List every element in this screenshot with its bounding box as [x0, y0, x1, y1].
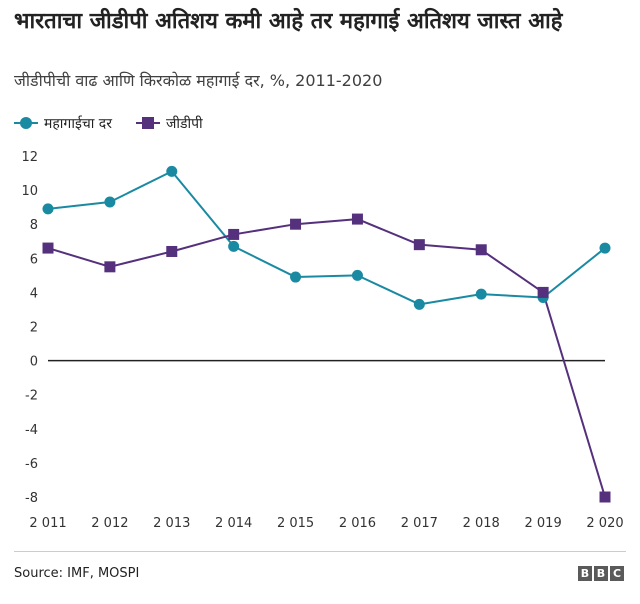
data-point-inflation	[475, 288, 487, 300]
legend-item-inflation: महागाईचा दर	[14, 114, 112, 133]
legend: महागाईचा दर जीडीपी	[14, 111, 227, 135]
x-tick-label: 2 017	[401, 516, 438, 531]
legend-item-gdp: जीडीपी	[135, 114, 203, 133]
legend-gdp-symbol	[135, 117, 160, 129]
data-point-inflation	[166, 165, 178, 177]
chart-subtitle: जीडीपीची वाढ आणि किरकोळ महागाई दर, %, 20…	[14, 71, 383, 90]
data-point-gdp	[290, 218, 302, 230]
x-tick-label: 2 015	[277, 516, 314, 531]
data-point-inflation	[599, 242, 611, 254]
bbc-logo-letter-c: C	[610, 566, 624, 581]
y-tick-label: 6	[30, 252, 38, 267]
data-point-inflation	[228, 240, 240, 252]
bbc-logo-letter-b2: B	[594, 566, 608, 581]
bbc-logo: B B C	[576, 566, 624, 581]
legend-gdp-label: जीडीपी	[165, 115, 203, 132]
data-point-gdp	[351, 213, 363, 225]
footer-divider	[14, 551, 626, 552]
series-line-inflation	[47, 170, 606, 306]
data-point-gdp	[475, 244, 487, 256]
y-tick-label: 0	[30, 355, 38, 370]
source-note: Source: IMF, MOSPI	[14, 566, 140, 581]
x-tick-label: 2 018	[463, 516, 500, 531]
x-tick-label: 2 011	[29, 516, 66, 531]
data-point-inflation	[290, 271, 302, 283]
y-tick-label: -8	[25, 491, 38, 506]
x-tick-label: 2 012	[91, 516, 128, 531]
x-tick-label: 2 020	[586, 516, 623, 531]
data-point-gdp	[537, 286, 549, 298]
line-chart: 12 10 8 6 4 2 0 -2 -4 -6 -8 2 011 2 012 2 013 2 014 2 0…	[21, 150, 623, 531]
bbc-logo-letter-b1: B	[578, 566, 592, 581]
x-tick-label: 2 014	[215, 516, 252, 531]
data-point-gdp	[42, 242, 54, 254]
data-point-inflation	[351, 269, 363, 281]
data-point-gdp	[228, 228, 240, 240]
legend-inflation-label: महागाईचा दर	[44, 115, 112, 132]
y-tick-label: -2	[25, 389, 38, 404]
series-line-gdp	[47, 218, 606, 498]
legend-inflation-symbol	[14, 117, 38, 129]
y-tick-label: 8	[30, 218, 38, 233]
chart-title: भारताचा जीडीपी अतिशय कमी आहे तर महागाई अ…	[14, 9, 563, 34]
y-tick-label: 2	[30, 321, 38, 336]
x-tick-label: 2 013	[153, 516, 190, 531]
data-point-inflation	[104, 196, 116, 208]
data-point-gdp	[599, 491, 611, 503]
y-tick-label: 4	[30, 286, 38, 301]
y-tick-label: -6	[25, 457, 38, 472]
y-tick-label: -4	[25, 423, 38, 438]
data-point-inflation	[413, 298, 425, 310]
data-point-gdp	[166, 245, 178, 257]
data-point-gdp	[104, 261, 116, 273]
x-tick-label: 2 016	[339, 516, 376, 531]
data-point-inflation	[42, 203, 54, 215]
data-point-gdp	[413, 239, 425, 251]
y-tick-label: 12	[21, 150, 38, 165]
y-tick-label: 10	[21, 184, 38, 199]
x-tick-label: 2 019	[525, 516, 562, 531]
